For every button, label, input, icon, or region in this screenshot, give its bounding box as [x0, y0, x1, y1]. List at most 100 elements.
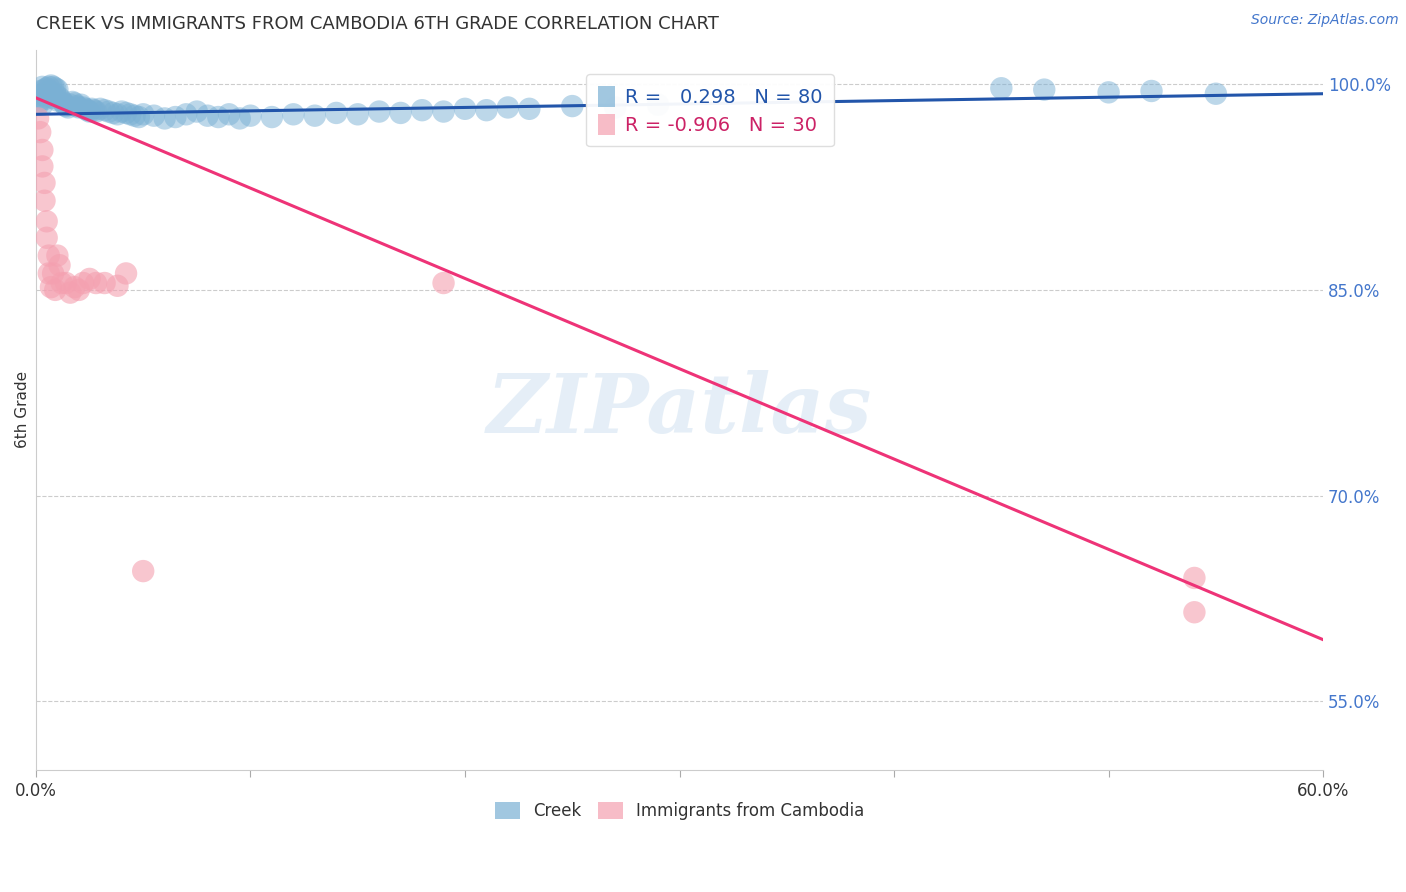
- Point: [59, 97, 82, 112]
- Point: [111, 104, 134, 119]
- Text: Source: ZipAtlas.com: Source: ZipAtlas.com: [1251, 13, 1399, 28]
- Point: [454, 102, 477, 116]
- Point: [75, 102, 97, 116]
- Point: [31, 88, 53, 103]
- Point: [389, 106, 412, 120]
- Point: [79, 272, 101, 286]
- Point: [67, 100, 90, 114]
- Point: [605, 100, 627, 114]
- Point: [561, 99, 583, 113]
- Point: [239, 109, 262, 123]
- Point: [186, 104, 208, 119]
- Point: [35, 81, 58, 95]
- Point: [260, 110, 283, 124]
- Point: [304, 109, 326, 123]
- Point: [93, 276, 115, 290]
- Point: [31, 79, 53, 94]
- Point: [46, 249, 69, 263]
- Point: [35, 214, 58, 228]
- Point: [27, 97, 49, 112]
- Point: [174, 107, 197, 121]
- Point: [56, 100, 79, 114]
- Y-axis label: 6th Grade: 6th Grade: [15, 371, 31, 449]
- Point: [411, 103, 433, 118]
- Point: [76, 103, 98, 118]
- Point: [218, 107, 240, 121]
- Point: [42, 91, 65, 105]
- Point: [207, 110, 229, 124]
- Point: [34, 92, 56, 106]
- Point: [31, 160, 53, 174]
- Point: [93, 103, 115, 118]
- Point: [432, 104, 454, 119]
- Point: [44, 283, 66, 297]
- Point: [39, 86, 62, 100]
- Point: [48, 91, 70, 105]
- Point: [46, 94, 69, 108]
- Point: [1184, 571, 1206, 585]
- Point: [70, 97, 93, 112]
- Point: [44, 87, 66, 101]
- Point: [475, 103, 498, 118]
- Point: [1033, 82, 1056, 96]
- Point: [27, 112, 49, 126]
- Point: [115, 106, 138, 120]
- Point: [432, 276, 454, 290]
- Point: [38, 79, 60, 94]
- Point: [165, 110, 187, 124]
- Point: [30, 94, 52, 108]
- Point: [48, 258, 70, 272]
- Point: [72, 276, 94, 290]
- Point: [42, 267, 65, 281]
- Point: [39, 78, 62, 93]
- Point: [63, 280, 86, 294]
- Point: [89, 102, 111, 116]
- Point: [51, 94, 73, 108]
- Text: CREEK VS IMMIGRANTS FROM CAMBODIA 6TH GRADE CORRELATION CHART: CREEK VS IMMIGRANTS FROM CAMBODIA 6TH GR…: [37, 15, 718, 33]
- Point: [84, 276, 107, 290]
- Point: [496, 100, 519, 114]
- Point: [80, 102, 103, 116]
- Point: [83, 103, 105, 118]
- Legend: Creek, Immigrants from Cambodia: Creek, Immigrants from Cambodia: [488, 795, 872, 827]
- Point: [346, 107, 368, 121]
- Point: [55, 99, 77, 113]
- Point: [115, 267, 138, 281]
- Point: [46, 82, 69, 96]
- Point: [35, 89, 58, 103]
- Point: [34, 176, 56, 190]
- Point: [42, 79, 65, 94]
- Point: [1184, 605, 1206, 619]
- Point: [44, 81, 66, 95]
- Point: [30, 125, 52, 139]
- Point: [107, 107, 129, 121]
- Point: [124, 109, 146, 123]
- Point: [1097, 86, 1119, 100]
- Point: [97, 104, 120, 119]
- Point: [153, 112, 176, 126]
- Point: [67, 283, 90, 297]
- Point: [229, 112, 252, 126]
- Point: [59, 285, 82, 300]
- Point: [38, 87, 60, 101]
- Point: [1205, 87, 1227, 101]
- Point: [39, 280, 62, 294]
- Point: [30, 84, 52, 98]
- Point: [72, 100, 94, 114]
- Point: [283, 107, 305, 121]
- Point: [51, 276, 73, 290]
- Point: [63, 96, 86, 111]
- Point: [1140, 84, 1163, 98]
- Point: [38, 249, 60, 263]
- Point: [519, 102, 541, 116]
- Point: [84, 104, 107, 119]
- Text: ZIPatlas: ZIPatlas: [486, 370, 872, 450]
- Point: [132, 564, 155, 578]
- Point: [128, 110, 150, 124]
- Point: [38, 267, 60, 281]
- Point: [132, 107, 155, 121]
- Point: [31, 143, 53, 157]
- Point: [197, 109, 219, 123]
- Point: [31, 97, 53, 112]
- Point: [52, 96, 75, 111]
